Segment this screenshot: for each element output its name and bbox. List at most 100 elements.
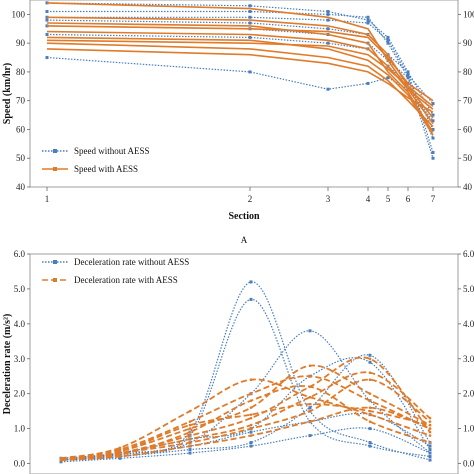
y2-tick-label: 2.0	[463, 389, 474, 399]
data-point	[308, 385, 312, 388]
data-point	[59, 458, 63, 462]
legend: Speed without AESS Speed with AESS	[42, 146, 150, 174]
data-point	[45, 1, 49, 5]
data-point	[249, 413, 253, 416]
data-point	[366, 15, 370, 19]
x-axis-title: Section	[228, 211, 260, 222]
data-point	[431, 119, 435, 123]
data-point	[428, 427, 432, 430]
y2-tick-label: 60	[463, 124, 473, 134]
data-point	[249, 441, 253, 445]
data-point	[368, 378, 372, 382]
data-point	[431, 113, 435, 117]
data-point	[428, 441, 432, 444]
data-point	[248, 10, 252, 14]
data-point	[188, 437, 192, 441]
data-point	[326, 27, 330, 31]
data-point	[368, 427, 372, 431]
data-point	[308, 329, 312, 333]
series-line	[46, 39, 434, 108]
y-tick-label: 100	[12, 9, 26, 19]
data-point	[431, 156, 435, 160]
plot-frame	[29, 253, 459, 474]
series-line	[60, 403, 431, 461]
panel-letter: A	[241, 235, 248, 245]
data-point	[248, 21, 252, 25]
y2-tick-label: 100	[463, 9, 474, 19]
y-axis-title: Speed (km/hr)	[2, 63, 13, 124]
y2-tick-label: 80	[463, 67, 473, 77]
series-line	[60, 281, 431, 461]
data-point	[366, 18, 370, 22]
data-point	[188, 409, 192, 413]
data-point	[249, 430, 253, 434]
data-point	[368, 357, 372, 361]
data-point	[428, 416, 432, 420]
plot-area	[45, 1, 435, 160]
y2-tick-label: 1.0	[463, 424, 474, 434]
legend-label: Speed with AESS	[74, 164, 138, 174]
series-line	[60, 357, 431, 459]
chart-panel-2: 0.0 0.0 1.0 1.0 2.0 2.0 3.0 3.0 4.0 4.0 5.0 5.0 6.0 6…	[2, 249, 474, 474]
data-point	[248, 4, 252, 8]
data-point	[368, 406, 372, 409]
data-point	[188, 423, 192, 427]
data-point	[368, 360, 372, 364]
data-point	[248, 70, 252, 74]
data-point	[366, 21, 370, 25]
x-tick-label: 5	[386, 194, 391, 204]
data-point	[188, 434, 192, 437]
y2-tick-label: 6.0	[463, 249, 474, 259]
data-point	[45, 10, 49, 14]
y-tick-label: 4.0	[14, 319, 26, 329]
legend-label: Deceleration rate with AESS	[74, 275, 178, 285]
data-point	[428, 430, 432, 434]
x-tick-label: 2	[248, 194, 253, 204]
data-point	[248, 15, 252, 19]
y-axis-title: Deceleration rate (m/s²)	[2, 314, 13, 415]
data-point	[118, 456, 122, 460]
data-point	[45, 15, 49, 19]
data-point	[406, 70, 410, 74]
y-tick-label: 40	[16, 182, 26, 192]
data-point	[45, 33, 49, 37]
data-point	[249, 416, 253, 420]
data-point	[428, 420, 432, 423]
y2-tick-label: 40	[463, 182, 473, 192]
data-point	[428, 451, 432, 455]
data-point	[428, 455, 432, 459]
data-point	[368, 371, 372, 375]
data-point	[368, 420, 372, 423]
data-point	[249, 378, 253, 382]
data-point	[308, 395, 312, 399]
series-line	[46, 22, 434, 133]
data-point	[249, 280, 253, 284]
x-tick-label: 3	[326, 194, 331, 204]
data-point	[326, 10, 330, 14]
data-point	[249, 392, 253, 395]
y2-tick-label: 70	[463, 96, 473, 106]
data-point	[118, 450, 122, 453]
data-point	[249, 399, 253, 402]
data-point	[249, 406, 253, 409]
data-point	[188, 451, 192, 455]
data-point	[431, 127, 435, 131]
y-tick-label: 1.0	[14, 424, 26, 434]
series-line	[46, 25, 434, 159]
series-line	[46, 2, 434, 110]
data-point	[326, 12, 330, 16]
data-point	[428, 434, 432, 437]
y2-tick-label: 3.0	[463, 354, 474, 364]
data-point	[249, 434, 253, 437]
data-point	[308, 434, 312, 438]
series-line	[46, 42, 434, 128]
data-point	[249, 444, 253, 448]
legend-marker	[53, 278, 57, 282]
y-tick-label: 80	[16, 67, 26, 77]
data-point	[188, 448, 192, 452]
y-tick-label: 2.0	[14, 389, 26, 399]
data-point	[368, 441, 372, 445]
series-line	[46, 25, 434, 102]
data-point	[326, 18, 330, 22]
data-point	[386, 38, 390, 42]
